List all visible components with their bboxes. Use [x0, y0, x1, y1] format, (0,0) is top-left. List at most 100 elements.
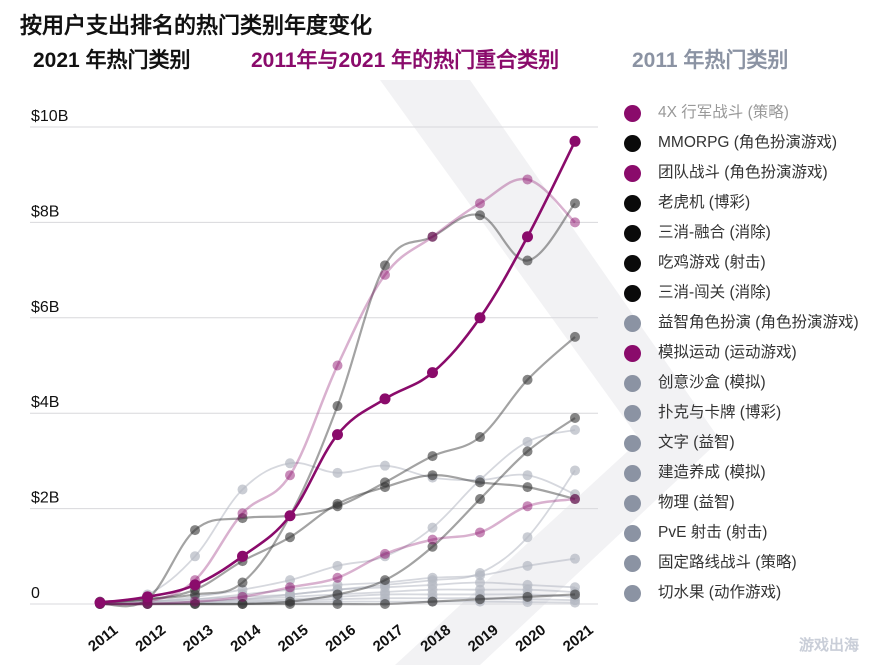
x-tick-label: 2011: [85, 622, 121, 655]
data-point: [237, 508, 248, 519]
data-point: [427, 451, 438, 462]
data-point: [570, 553, 580, 564]
data-point: [522, 446, 533, 457]
legend-swatch: [624, 585, 641, 602]
legend-swatch: [624, 495, 641, 512]
legend-item: PvE 射击 (射击): [624, 522, 869, 544]
subtitle-overlap: 2011年与2021 年的热门重合类别: [251, 49, 560, 72]
legend-item: 4X 行军战斗 (策略): [624, 102, 869, 124]
data-point: [427, 231, 438, 242]
data-point: [427, 541, 438, 552]
data-point: [380, 260, 390, 271]
y-tick-label: $6B: [31, 299, 59, 316]
y-tick-label: $10B: [31, 108, 68, 125]
data-point: [475, 494, 485, 505]
data-point: [475, 594, 485, 605]
data-point: [332, 467, 343, 478]
data-point: [285, 575, 295, 586]
legend-swatch: [624, 195, 641, 212]
data-point: [522, 591, 533, 602]
legend-label: 扑克与卡牌 (博彩): [658, 404, 782, 421]
data-point: [332, 401, 343, 412]
legend-label: 老虎机 (博彩): [658, 194, 751, 211]
legend-swatch: [624, 375, 641, 392]
legend: 4X 行军战斗 (策略) MMORPG (角色扮演游戏) 团队战斗 (角色扮演游戏)…: [624, 102, 869, 612]
legend-swatch: [624, 225, 641, 242]
data-point: [237, 591, 248, 602]
legend-label: MMORPG (角色扮演游戏): [658, 134, 838, 151]
legend-item: 建造养成 (模拟): [624, 462, 869, 484]
data-point: [475, 570, 485, 581]
legend-item: 扑克与卡牌 (博彩): [624, 402, 869, 424]
x-tick-label: 2016: [322, 621, 359, 655]
data-point: [190, 525, 200, 536]
data-point: [522, 374, 533, 385]
legend-swatch: [624, 315, 641, 332]
chart-title: 按用户支出排名的热门类别年度变化: [20, 13, 373, 38]
data-point: [427, 367, 438, 379]
data-point: [380, 551, 390, 562]
data-point: [427, 470, 438, 481]
data-point: [570, 198, 580, 209]
series-8: [94, 135, 581, 609]
legend-label: 益智角色扮演 (角色扮演游戏): [658, 314, 859, 331]
data-point: [475, 210, 485, 221]
data-point: [569, 135, 581, 147]
data-point: [570, 424, 580, 435]
data-point: [522, 470, 533, 481]
legend-label: 4X 行军战斗 (策略): [658, 104, 789, 121]
legend-swatch: [624, 105, 641, 122]
data-point: [475, 577, 485, 588]
data-point: [142, 591, 153, 603]
y-tick-label: $4B: [31, 394, 59, 411]
legend-label: 模拟运动 (运动游戏): [658, 344, 797, 361]
data-point: [380, 575, 390, 586]
data-point: [522, 255, 533, 266]
legend-item: 固定路线战斗 (策略): [624, 552, 869, 574]
data-point: [284, 510, 296, 522]
legend-swatch: [624, 525, 641, 542]
x-tick-label: 2013: [180, 621, 217, 655]
legend-swatch: [624, 555, 641, 572]
watermark-logo: 游戏出海: [798, 637, 859, 654]
data-point: [285, 470, 295, 481]
data-point: [237, 599, 248, 609]
legend-swatch: [624, 435, 641, 452]
x-tick-label: 2012: [132, 621, 169, 655]
legend-item: 创意沙盒 (模拟): [624, 372, 869, 394]
data-point: [285, 599, 295, 609]
data-point: [522, 482, 533, 493]
data-point: [427, 572, 438, 583]
legend-label: 吃鸡游戏 (射击): [658, 254, 766, 271]
data-point: [570, 597, 580, 608]
legend-label: 三消-融合 (消除): [658, 224, 771, 241]
legend-label: 建造养成 (模拟): [658, 464, 766, 481]
legend-swatch: [624, 345, 641, 362]
series-6: [95, 198, 580, 609]
data-point: [332, 360, 343, 371]
y-tick-label: $2B: [31, 490, 59, 507]
data-point: [522, 436, 533, 447]
legend-item: 物理 (益智): [624, 492, 869, 514]
legend-item: 文字 (益智): [624, 432, 869, 454]
data-point: [380, 548, 390, 559]
data-point: [474, 312, 486, 324]
legend-swatch: [624, 285, 641, 302]
data-point: [332, 560, 343, 571]
legend-label: PvE 射击 (射击): [658, 524, 768, 541]
data-point: [570, 331, 580, 342]
data-point: [379, 393, 391, 405]
legend-label: 切水果 (动作游戏): [658, 584, 782, 601]
data-point: [190, 551, 200, 562]
legend-swatch: [624, 165, 641, 182]
legend-swatch: [624, 405, 641, 422]
data-point: [190, 596, 200, 607]
legend-item: 三消-融合 (消除): [624, 222, 869, 244]
legend-item: 模拟运动 (运动游戏): [624, 342, 869, 364]
data-point: [332, 572, 343, 583]
data-point: [522, 560, 533, 571]
legend-label: 固定路线战斗 (策略): [658, 554, 797, 571]
data-point: [237, 513, 248, 524]
data-point: [427, 534, 438, 545]
data-point: [190, 599, 200, 609]
